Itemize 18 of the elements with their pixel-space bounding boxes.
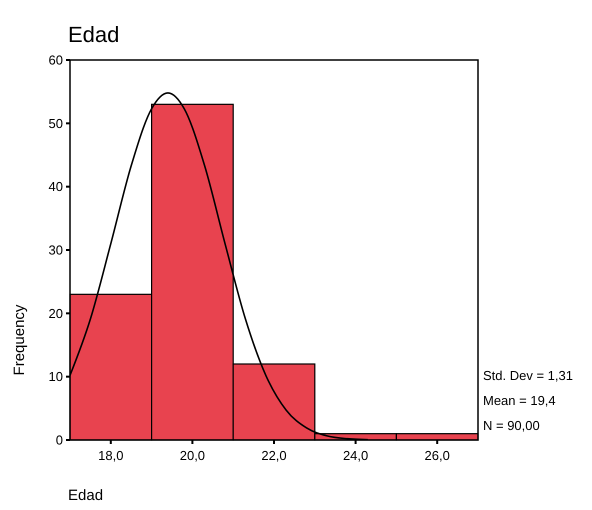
x-tick-label: 26,0 bbox=[424, 448, 450, 463]
x-tick-label: 24,0 bbox=[342, 448, 368, 463]
x-tick-label: 20,0 bbox=[180, 448, 206, 463]
y-tick-label: 20 bbox=[48, 306, 63, 321]
text: Std. Dev = 1,31 bbox=[483, 368, 573, 383]
y-tick-label: 50 bbox=[48, 116, 63, 131]
y-tick-label: 30 bbox=[48, 242, 63, 258]
x-tick-label: 18,0 bbox=[98, 448, 124, 463]
chart-title: Edad bbox=[68, 22, 120, 47]
y-tick-label: 40 bbox=[48, 179, 63, 194]
x-tick-label: 22,0 bbox=[261, 448, 287, 463]
y-tick-label: 10 bbox=[48, 369, 63, 384]
text: N = 90,00 bbox=[483, 418, 540, 433]
y-tick-label: 0 bbox=[56, 432, 63, 448]
y-axis-title: Frequency bbox=[11, 304, 28, 376]
y-tick-label: 60 bbox=[48, 52, 63, 68]
x-axis-title: Edad bbox=[68, 487, 104, 504]
text: Mean = 19,4 bbox=[483, 393, 556, 408]
